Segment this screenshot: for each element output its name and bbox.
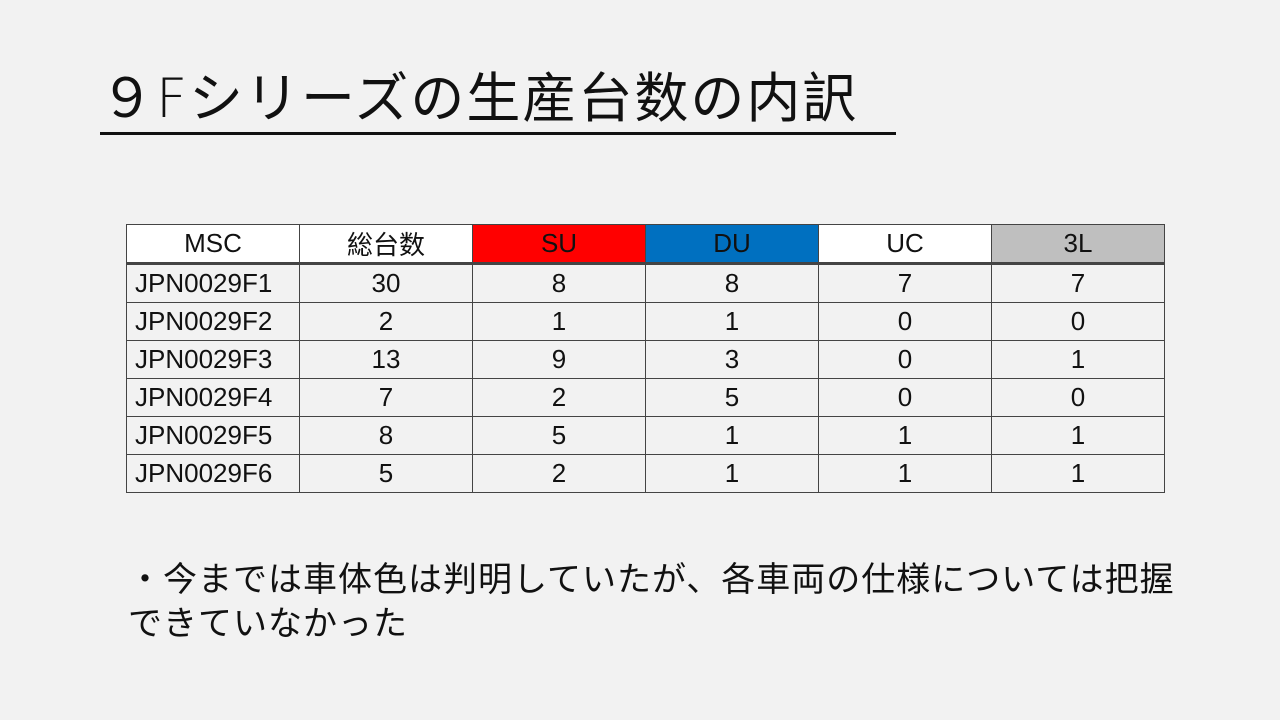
cell-total: 8 xyxy=(299,416,473,455)
cell-total: 7 xyxy=(299,378,473,417)
table-row: JPN0029F6 5 2 1 1 1 xyxy=(126,454,1165,493)
cell-total: 2 xyxy=(299,302,473,341)
cell-uc: 0 xyxy=(818,340,992,379)
cell-uc: 1 xyxy=(818,416,992,455)
cell-uc: 0 xyxy=(818,302,992,341)
table-row: JPN0029F5 8 5 1 1 1 xyxy=(126,416,1165,455)
cell-msc: JPN0029F2 xyxy=(126,302,300,341)
cell-du: 8 xyxy=(645,263,819,303)
production-breakdown-table: MSC 総台数 SU DU UC 3L JPN0029F1 30 8 8 7 7 JPN00… xyxy=(126,224,1165,493)
cell-msc: JPN0029F5 xyxy=(126,416,300,455)
cell-3l: 0 xyxy=(991,302,1165,341)
cell-3l: 0 xyxy=(991,378,1165,417)
cell-total: 5 xyxy=(299,454,473,493)
cell-du: 1 xyxy=(645,454,819,493)
cell-total: 13 xyxy=(299,340,473,379)
cell-3l: 1 xyxy=(991,454,1165,493)
cell-du: 3 xyxy=(645,340,819,379)
table-header-row: MSC 総台数 SU DU UC 3L xyxy=(126,224,1165,264)
table-row: JPN0029F3 13 9 3 0 1 xyxy=(126,340,1165,379)
table-row: JPN0029F1 30 8 8 7 7 xyxy=(126,263,1165,303)
cell-su: 2 xyxy=(472,378,646,417)
cell-uc: 1 xyxy=(818,454,992,493)
cell-su: 1 xyxy=(472,302,646,341)
cell-3l: 1 xyxy=(991,340,1165,379)
cell-msc: JPN0029F4 xyxy=(126,378,300,417)
header-uc: UC xyxy=(818,224,992,264)
cell-msc: JPN0029F3 xyxy=(126,340,300,379)
header-3l: 3L xyxy=(991,224,1165,264)
slide-title: ９Fシリーズの生産台数の内訳 xyxy=(100,66,896,135)
bullet-note: ・今までは車体色は判明していたが、各車両の仕様については把握できていなかった xyxy=(128,560,1175,644)
table-row: JPN0029F2 2 1 1 0 0 xyxy=(126,302,1165,341)
cell-du: 1 xyxy=(645,416,819,455)
header-total: 総台数 xyxy=(299,224,473,264)
cell-uc: 0 xyxy=(818,378,992,417)
cell-su: 2 xyxy=(472,454,646,493)
cell-su: 9 xyxy=(472,340,646,379)
cell-total: 30 xyxy=(299,263,473,303)
header-su: SU xyxy=(472,224,646,264)
cell-su: 5 xyxy=(472,416,646,455)
cell-msc: JPN0029F1 xyxy=(126,263,300,303)
cell-3l: 1 xyxy=(991,416,1165,455)
cell-du: 5 xyxy=(645,378,819,417)
table-row: JPN0029F4 7 2 5 0 0 xyxy=(126,378,1165,417)
cell-uc: 7 xyxy=(818,263,992,303)
header-msc: MSC xyxy=(126,224,300,264)
cell-3l: 7 xyxy=(991,263,1165,303)
cell-msc: JPN0029F6 xyxy=(126,454,300,493)
cell-su: 8 xyxy=(472,263,646,303)
cell-du: 1 xyxy=(645,302,819,341)
header-du: DU xyxy=(645,224,819,264)
